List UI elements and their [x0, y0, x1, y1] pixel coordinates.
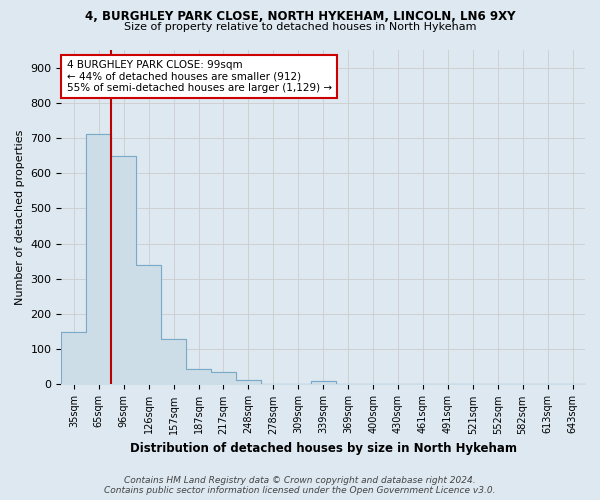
- Text: 4, BURGHLEY PARK CLOSE, NORTH HYKEHAM, LINCOLN, LN6 9XY: 4, BURGHLEY PARK CLOSE, NORTH HYKEHAM, L…: [85, 10, 515, 23]
- Text: Size of property relative to detached houses in North Hykeham: Size of property relative to detached ho…: [124, 22, 476, 32]
- X-axis label: Distribution of detached houses by size in North Hykeham: Distribution of detached houses by size …: [130, 442, 517, 455]
- Y-axis label: Number of detached properties: Number of detached properties: [15, 130, 25, 305]
- Text: Contains HM Land Registry data © Crown copyright and database right 2024.
Contai: Contains HM Land Registry data © Crown c…: [104, 476, 496, 495]
- Text: 4 BURGHLEY PARK CLOSE: 99sqm
← 44% of detached houses are smaller (912)
55% of s: 4 BURGHLEY PARK CLOSE: 99sqm ← 44% of de…: [67, 60, 332, 93]
